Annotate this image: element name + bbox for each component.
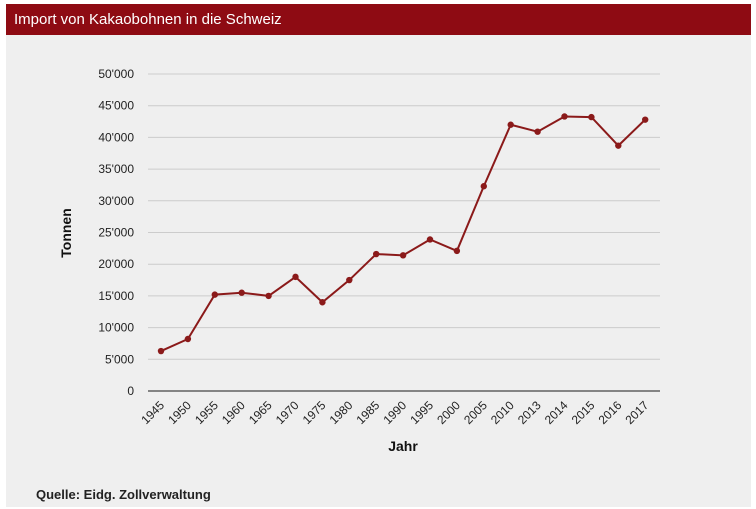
grid-lines [148, 73, 660, 392]
x-tick-label: 1975 [300, 398, 329, 427]
x-tick-label: 2017 [623, 398, 652, 427]
y-axis-ticks: 0 5'000 10'000 15'000 20'000 25'000 30'000 35'0… [98, 67, 134, 398]
data-point [319, 299, 326, 306]
series-line [160, 115, 646, 352]
x-tick-label: 2005 [461, 398, 490, 427]
x-tick-label: 1990 [380, 398, 409, 427]
y-tick-label: 40'000 [98, 130, 134, 144]
data-point [480, 183, 487, 190]
x-tick-label: 2016 [596, 398, 625, 427]
x-tick-label: 2013 [515, 398, 544, 427]
y-tick-label: 35'000 [98, 162, 134, 176]
x-tick-label: 1985 [354, 398, 383, 427]
data-point [157, 347, 165, 355]
x-tick-label: 2015 [569, 398, 598, 427]
data-point [292, 273, 299, 281]
y-axis-label: Tonnen [58, 208, 74, 258]
y-tick-label: 25'000 [98, 226, 134, 240]
data-point [238, 289, 245, 296]
data-point [588, 113, 595, 121]
x-tick-label: 1980 [327, 398, 356, 427]
x-tick-label: 1945 [138, 398, 167, 427]
data-point [265, 292, 272, 300]
x-tick-label: 1995 [407, 398, 436, 427]
data-point [642, 116, 649, 123]
chart-title: Import von Kakaobohnen in die Schweiz [6, 4, 751, 35]
y-tick-label: 50'000 [98, 67, 134, 81]
x-tick-label: 1965 [246, 398, 275, 427]
y-tick-label: 15'000 [98, 289, 134, 303]
y-tick-label: 20'000 [98, 257, 134, 271]
data-point [615, 142, 622, 149]
x-tick-label: 1955 [192, 398, 221, 427]
y-tick-label: 0 [127, 384, 134, 398]
data-point [184, 335, 192, 343]
data-point [453, 247, 461, 255]
data-point [346, 276, 353, 284]
data-point [561, 113, 568, 120]
y-tick-label: 30'000 [98, 194, 134, 208]
data-point [507, 121, 514, 128]
y-tick-label: 5'000 [105, 352, 134, 366]
data-point [534, 128, 541, 135]
x-axis-ticks: 1945195019551960196519701975198019851990… [138, 398, 651, 427]
x-tick-label: 1950 [165, 398, 194, 427]
data-series [157, 113, 649, 355]
y-tick-label: 45'000 [98, 99, 134, 113]
data-point [211, 291, 218, 298]
chart-panel: Import von Kakaobohnen in die Schweiz Qu… [6, 4, 751, 507]
x-tick-label: 2000 [434, 398, 463, 427]
data-point [426, 236, 434, 243]
x-tick-label: 1960 [219, 398, 248, 427]
x-axis-label: Jahr [388, 438, 418, 454]
x-tick-label: 2010 [488, 398, 517, 427]
data-point [399, 252, 407, 259]
x-tick-label: 2014 [542, 398, 571, 427]
source-note: Quelle: Eidg. Zollverwaltung [36, 487, 211, 502]
data-point [373, 250, 380, 258]
x-tick-label: 1970 [273, 398, 302, 427]
y-tick-label: 10'000 [98, 321, 134, 335]
